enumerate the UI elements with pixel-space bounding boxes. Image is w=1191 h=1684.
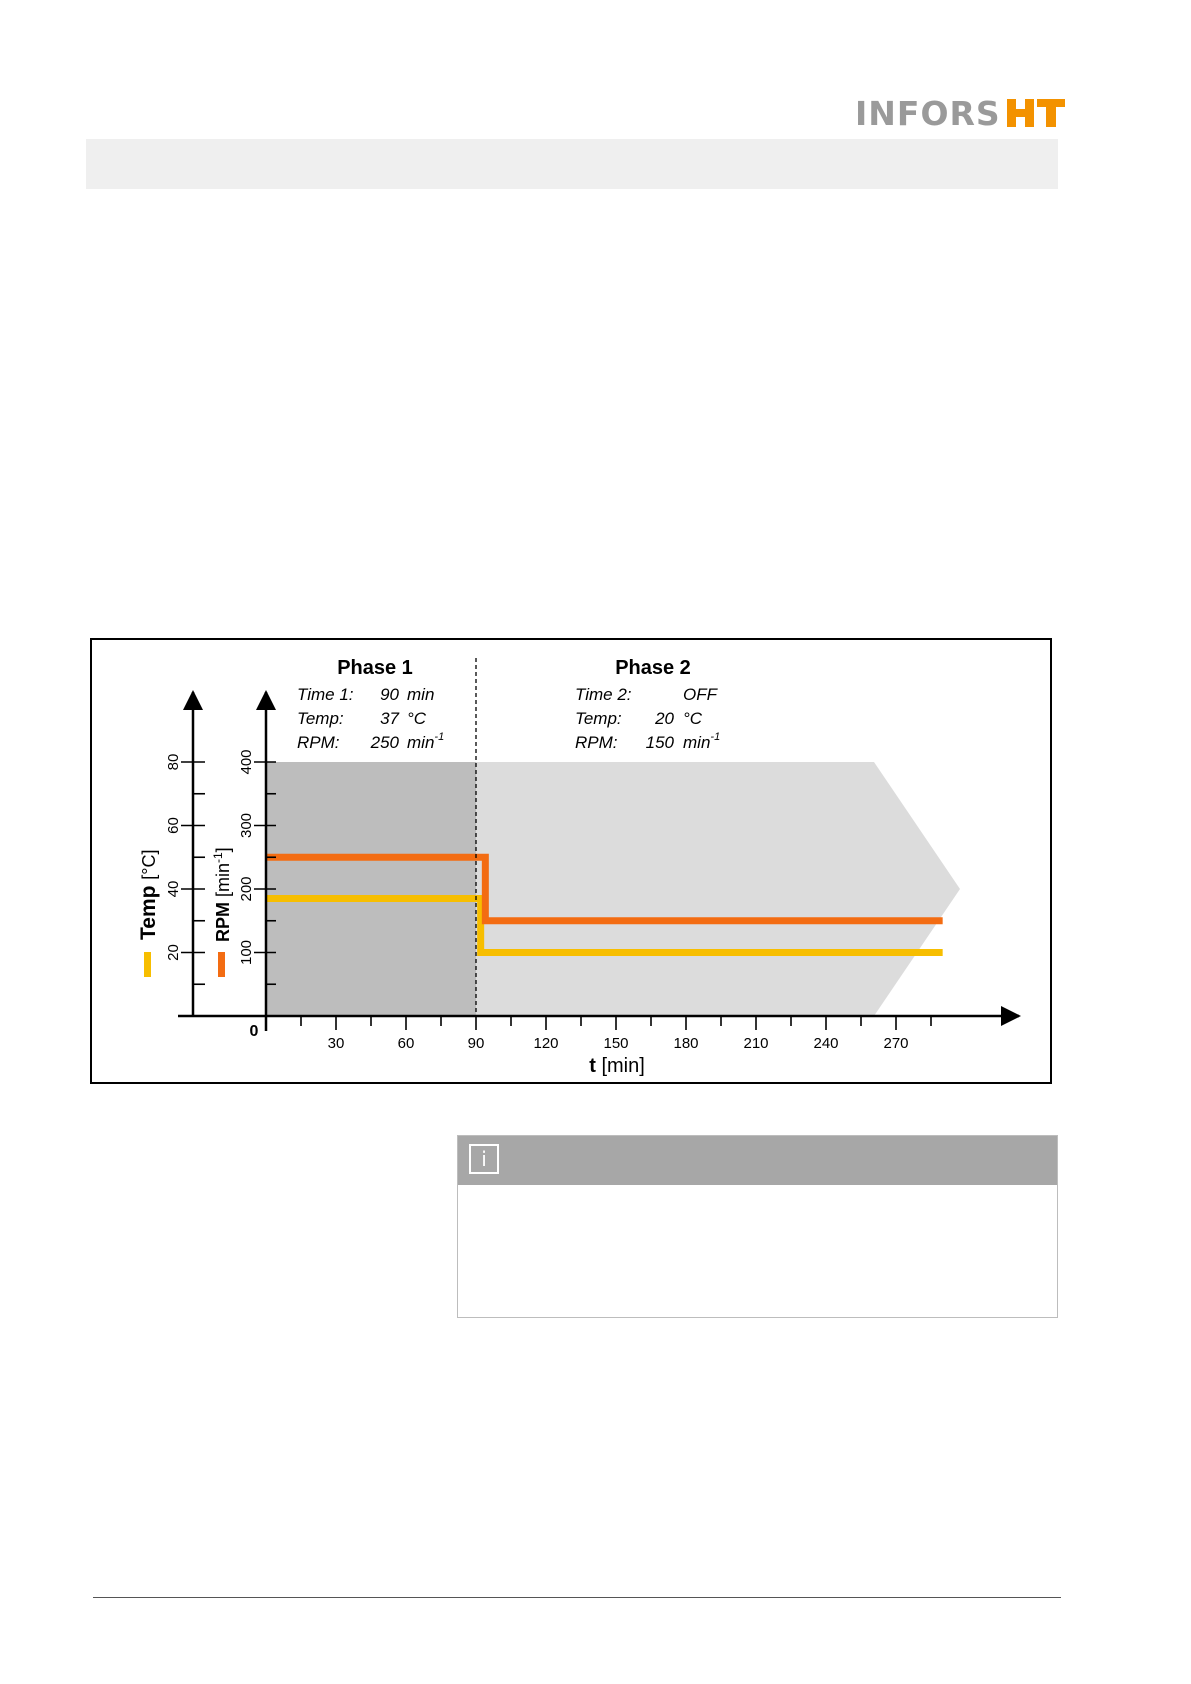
x-tick-label: 30 — [328, 1035, 345, 1052]
phase-2-row-value: 150 — [646, 733, 675, 752]
temp-tick-label: 20 — [165, 944, 182, 961]
header-band — [86, 139, 1058, 189]
phase-1-row-unit: min — [407, 685, 434, 704]
footer-divider — [93, 1597, 1061, 1598]
info-note-box: i — [457, 1135, 1058, 1318]
chart-svg: 30 60 90 120 150 180 210 240 270 0 20 40 60 80 100 200 3… — [137, 657, 1021, 1077]
info-note-header: i — [458, 1136, 1057, 1185]
phase-2-row-unit: °C — [683, 709, 703, 728]
temp-tick-label: 80 — [165, 754, 182, 771]
x-tick-label: 180 — [673, 1035, 698, 1052]
x-tick-label: 90 — [468, 1035, 485, 1052]
brand-logo-text: INFORS — [855, 93, 1001, 133]
rpm-series-line — [266, 853, 943, 925]
phase-1-title: Phase 1 — [337, 657, 413, 679]
x-tick-label: 270 — [883, 1035, 908, 1052]
phase-2-row-unit: min-1 — [683, 731, 720, 752]
rpm-tick-label: 400 — [238, 749, 255, 774]
x-tick-label: 240 — [813, 1035, 838, 1052]
temp-axis-title: Temp [°C] — [137, 850, 160, 941]
rpm-legend-swatch — [218, 952, 225, 977]
x-tick-label: 150 — [603, 1035, 628, 1052]
phase-1-row-label: Temp: — [297, 709, 344, 728]
temp-legend-swatch — [144, 952, 151, 977]
phase-1-row-label: RPM: — [297, 733, 340, 752]
x-tick-label: 60 — [398, 1035, 415, 1052]
info-icon: i — [469, 1144, 499, 1174]
phase-2-row-label: Temp: — [575, 709, 622, 728]
phase-2-row-label: Time 2: — [575, 685, 632, 704]
phase-2-title: Phase 2 — [615, 657, 691, 679]
x-axis-title: t [min] — [589, 1055, 645, 1077]
phase-1-row-value: 90 — [380, 685, 399, 704]
brand-logo-mark — [1006, 99, 1065, 127]
x-tick-label: 120 — [533, 1035, 558, 1052]
phase-1-row-unit: °C — [407, 709, 427, 728]
x-tick-label: 210 — [743, 1035, 768, 1052]
phase-1-row-value: 250 — [370, 733, 400, 752]
temp-tick-label: 40 — [165, 881, 182, 898]
program-phase-chart: 30 60 90 120 150 180 210 240 270 0 20 40 60 80 100 200 3… — [90, 638, 1052, 1084]
rpm-tick-label: 300 — [238, 813, 255, 838]
origin-label: 0 — [250, 1023, 259, 1040]
phase-2-row-value: OFF — [683, 685, 719, 704]
phase-1-row-label: Time 1: — [297, 685, 354, 704]
phase-2-row-label: RPM: — [575, 733, 618, 752]
rpm-axis-title: RPM [min-1] — [211, 847, 233, 942]
phase-2-row-value: 20 — [654, 709, 674, 728]
phase-1-row-value: 37 — [380, 709, 399, 728]
phase-2-background — [476, 762, 960, 1016]
rpm-tick-label: 100 — [238, 940, 255, 965]
temp-tick-label: 60 — [165, 817, 182, 834]
temp-series-line — [266, 895, 943, 956]
brand-logo: INFORS — [855, 93, 1065, 133]
rpm-tick-label: 200 — [238, 876, 255, 901]
phase-1-background — [266, 762, 476, 1016]
phase-1-row-unit: min-1 — [407, 731, 444, 752]
